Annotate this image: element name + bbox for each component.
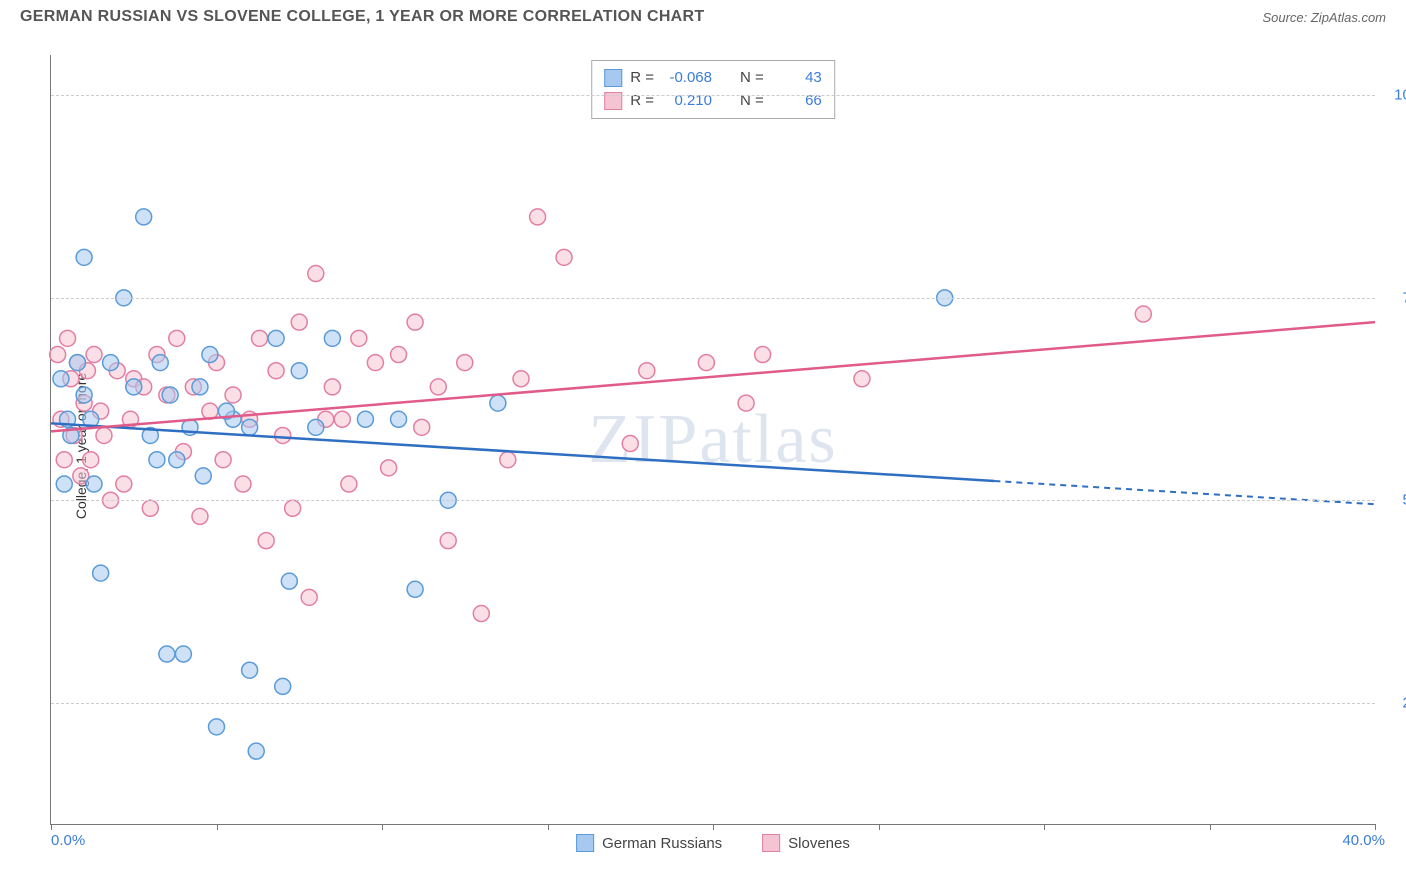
x-tick — [51, 824, 52, 830]
gridline-h — [51, 298, 1375, 299]
chart-header: GERMAN RUSSIAN VS SLOVENE COLLEGE, 1 YEA… — [0, 0, 1406, 30]
plot-area: ZIPatlas R = -0.068 N = 43 R = 0.210 N =… — [50, 55, 1375, 825]
gridline-h — [51, 703, 1375, 704]
plot-svg — [51, 55, 1375, 824]
x-tick — [713, 824, 714, 830]
x-tick — [1044, 824, 1045, 830]
legend-item-german: German Russians — [576, 834, 722, 852]
gridline-h — [51, 95, 1375, 96]
legend-label-german: German Russians — [602, 835, 722, 852]
gridline-h — [51, 500, 1375, 501]
chart-title: GERMAN RUSSIAN VS SLOVENE COLLEGE, 1 YEA… — [20, 8, 704, 26]
x-tick — [382, 824, 383, 830]
series-legend: German Russians Slovenes — [576, 834, 850, 852]
chart-source: Source: ZipAtlas.com — [1262, 10, 1386, 25]
x-tick — [879, 824, 880, 830]
legend-label-slovene: Slovenes — [788, 835, 850, 852]
x-tick-label-right: 40.0% — [1342, 832, 1385, 849]
y-tick-label: 25.0% — [1385, 694, 1406, 711]
legend-swatch-slovene-2 — [762, 834, 780, 852]
y-tick-label: 50.0% — [1385, 492, 1406, 509]
y-tick-label: 75.0% — [1385, 289, 1406, 306]
x-tick — [1375, 824, 1376, 830]
x-tick-label-left: 0.0% — [51, 832, 85, 849]
x-tick — [1210, 824, 1211, 830]
y-tick-label: 100.0% — [1385, 87, 1406, 104]
x-tick — [217, 824, 218, 830]
legend-item-slovene: Slovenes — [762, 834, 850, 852]
legend-swatch-german-2 — [576, 834, 594, 852]
x-tick — [548, 824, 549, 830]
